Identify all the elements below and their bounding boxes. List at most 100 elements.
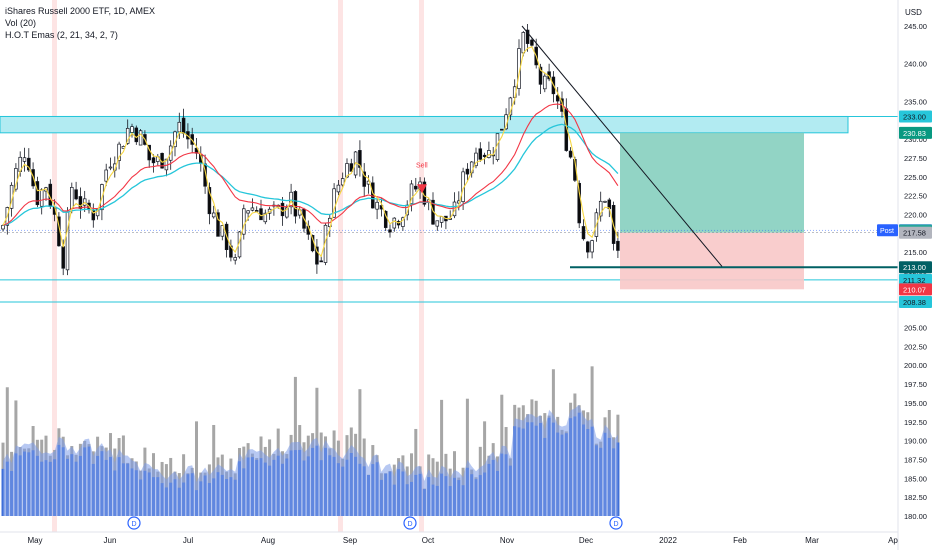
price-label-text: 210.07: [903, 285, 926, 294]
price-tick-label: 215.00: [904, 248, 927, 257]
price-tick-label: 220.00: [904, 210, 927, 219]
candle-body: [315, 246, 319, 265]
candle-body: [27, 157, 31, 171]
price-label-text: 213.00: [903, 263, 926, 272]
candle-body: [61, 246, 65, 269]
candle-body: [74, 189, 78, 200]
candle-body: [250, 207, 255, 211]
time-tick-label: Jun: [104, 536, 117, 545]
session-highlight: [52, 0, 57, 532]
candle-body: [577, 182, 581, 224]
candle-body: [39, 189, 44, 207]
price-label-box: [899, 261, 932, 274]
candle-body: [375, 201, 379, 210]
price-label-box: [899, 273, 932, 286]
chart-legend: iShares Russell 2000 ETF, 1D, AMEX Vol (…: [5, 5, 155, 41]
candle-body: [414, 185, 418, 190]
candle-body: [108, 166, 113, 169]
candle-body: [35, 181, 40, 206]
time-tick-label: Nov: [500, 536, 514, 545]
price-label-text: 211.32: [903, 276, 925, 285]
ema-fast-line: [2, 46, 619, 258]
position-target-zone: [620, 132, 804, 233]
candle-body: [336, 184, 341, 193]
sell-signal-label: Sell: [416, 163, 428, 170]
candle-body: [521, 32, 526, 54]
time-tick-label: 2022: [659, 536, 677, 545]
candle-body: [125, 128, 130, 144]
dividend-marker-icon: [609, 516, 623, 530]
candle-body: [216, 212, 220, 237]
price-label-text: 217.58: [903, 229, 926, 238]
price-tick-label: 240.00: [904, 60, 927, 69]
price-label-box: [899, 226, 932, 239]
candle-body: [401, 217, 405, 227]
volume-indicator-label[interactable]: Vol (20): [5, 18, 37, 28]
trendline: [521, 25, 723, 267]
price-label-text: 233.00: [903, 112, 926, 121]
volume-bar-shadow: [440, 399, 444, 516]
candle-body: [435, 220, 440, 227]
candle-body: [104, 169, 108, 182]
candle-body: [332, 188, 336, 218]
candle-body: [500, 128, 504, 131]
session-highlight: [419, 0, 424, 532]
candle-body: [246, 210, 250, 214]
volume-bar-shadow: [5, 387, 9, 516]
candle-body: [349, 163, 354, 172]
candle-body: [78, 196, 83, 209]
candle-body: [138, 130, 143, 146]
candle-body: [543, 75, 547, 90]
price-tick-label: 187.50: [904, 455, 927, 464]
candle-body: [439, 216, 444, 223]
candle-body: [177, 121, 182, 133]
price-tick-label: 190.00: [904, 437, 927, 446]
candle-body: [319, 260, 323, 263]
candle-body: [362, 171, 366, 187]
symbol-title[interactable]: iShares Russell 2000 ETF, 1D, AMEX: [5, 6, 156, 16]
position-stop-zone: [620, 232, 804, 290]
candle-body: [285, 207, 289, 218]
candle-body: [474, 152, 478, 167]
candle-body: [91, 210, 96, 221]
session-highlight: [338, 0, 343, 532]
price-tick-label: 200.00: [904, 361, 927, 370]
ema-indicator-label[interactable]: H.O.T Emas (2, 21, 34, 2, 7): [5, 30, 118, 40]
price-tick-label: 222.50: [904, 192, 927, 201]
candle-body: [211, 212, 216, 218]
volume-group: [1, 366, 620, 516]
price-label-text: 230.83: [903, 129, 926, 138]
candle-body: [1, 225, 5, 230]
dividend-marker-label: D: [613, 521, 618, 528]
candle-body: [392, 217, 397, 229]
candle-body: [358, 150, 362, 168]
time-tick-label: Aug: [261, 536, 275, 545]
price-tick-label: 192.50: [904, 418, 927, 427]
price-tick-label: 230.00: [904, 135, 927, 144]
time-tick-label: Oct: [422, 536, 435, 545]
price-tick-label: 202.50: [904, 342, 927, 351]
candle-body: [409, 183, 414, 204]
candle-body: [487, 150, 491, 158]
candle-body: [568, 150, 573, 158]
price-label-box: [899, 110, 932, 123]
price-label-box: [899, 283, 932, 296]
candle-body: [181, 117, 186, 134]
price-label-text: 208.38: [903, 298, 926, 307]
candle-body: [383, 210, 388, 228]
post-tag-label: Post: [880, 228, 894, 235]
time-tick-label: Jul: [183, 536, 193, 545]
dividend-marker-label: D: [407, 521, 412, 528]
candle-body: [117, 143, 121, 161]
ema-mid-line: [2, 103, 619, 226]
candle-body: [263, 212, 268, 223]
post-tag-box: [877, 224, 898, 237]
dividend-marker-label: D: [131, 521, 136, 528]
candle-body: [388, 229, 392, 233]
candle-body: [603, 200, 607, 203]
candle-body: [525, 29, 530, 44]
volume-bar-shadow: [195, 421, 198, 516]
candle-body: [242, 208, 246, 235]
price-label-box: [899, 296, 932, 309]
